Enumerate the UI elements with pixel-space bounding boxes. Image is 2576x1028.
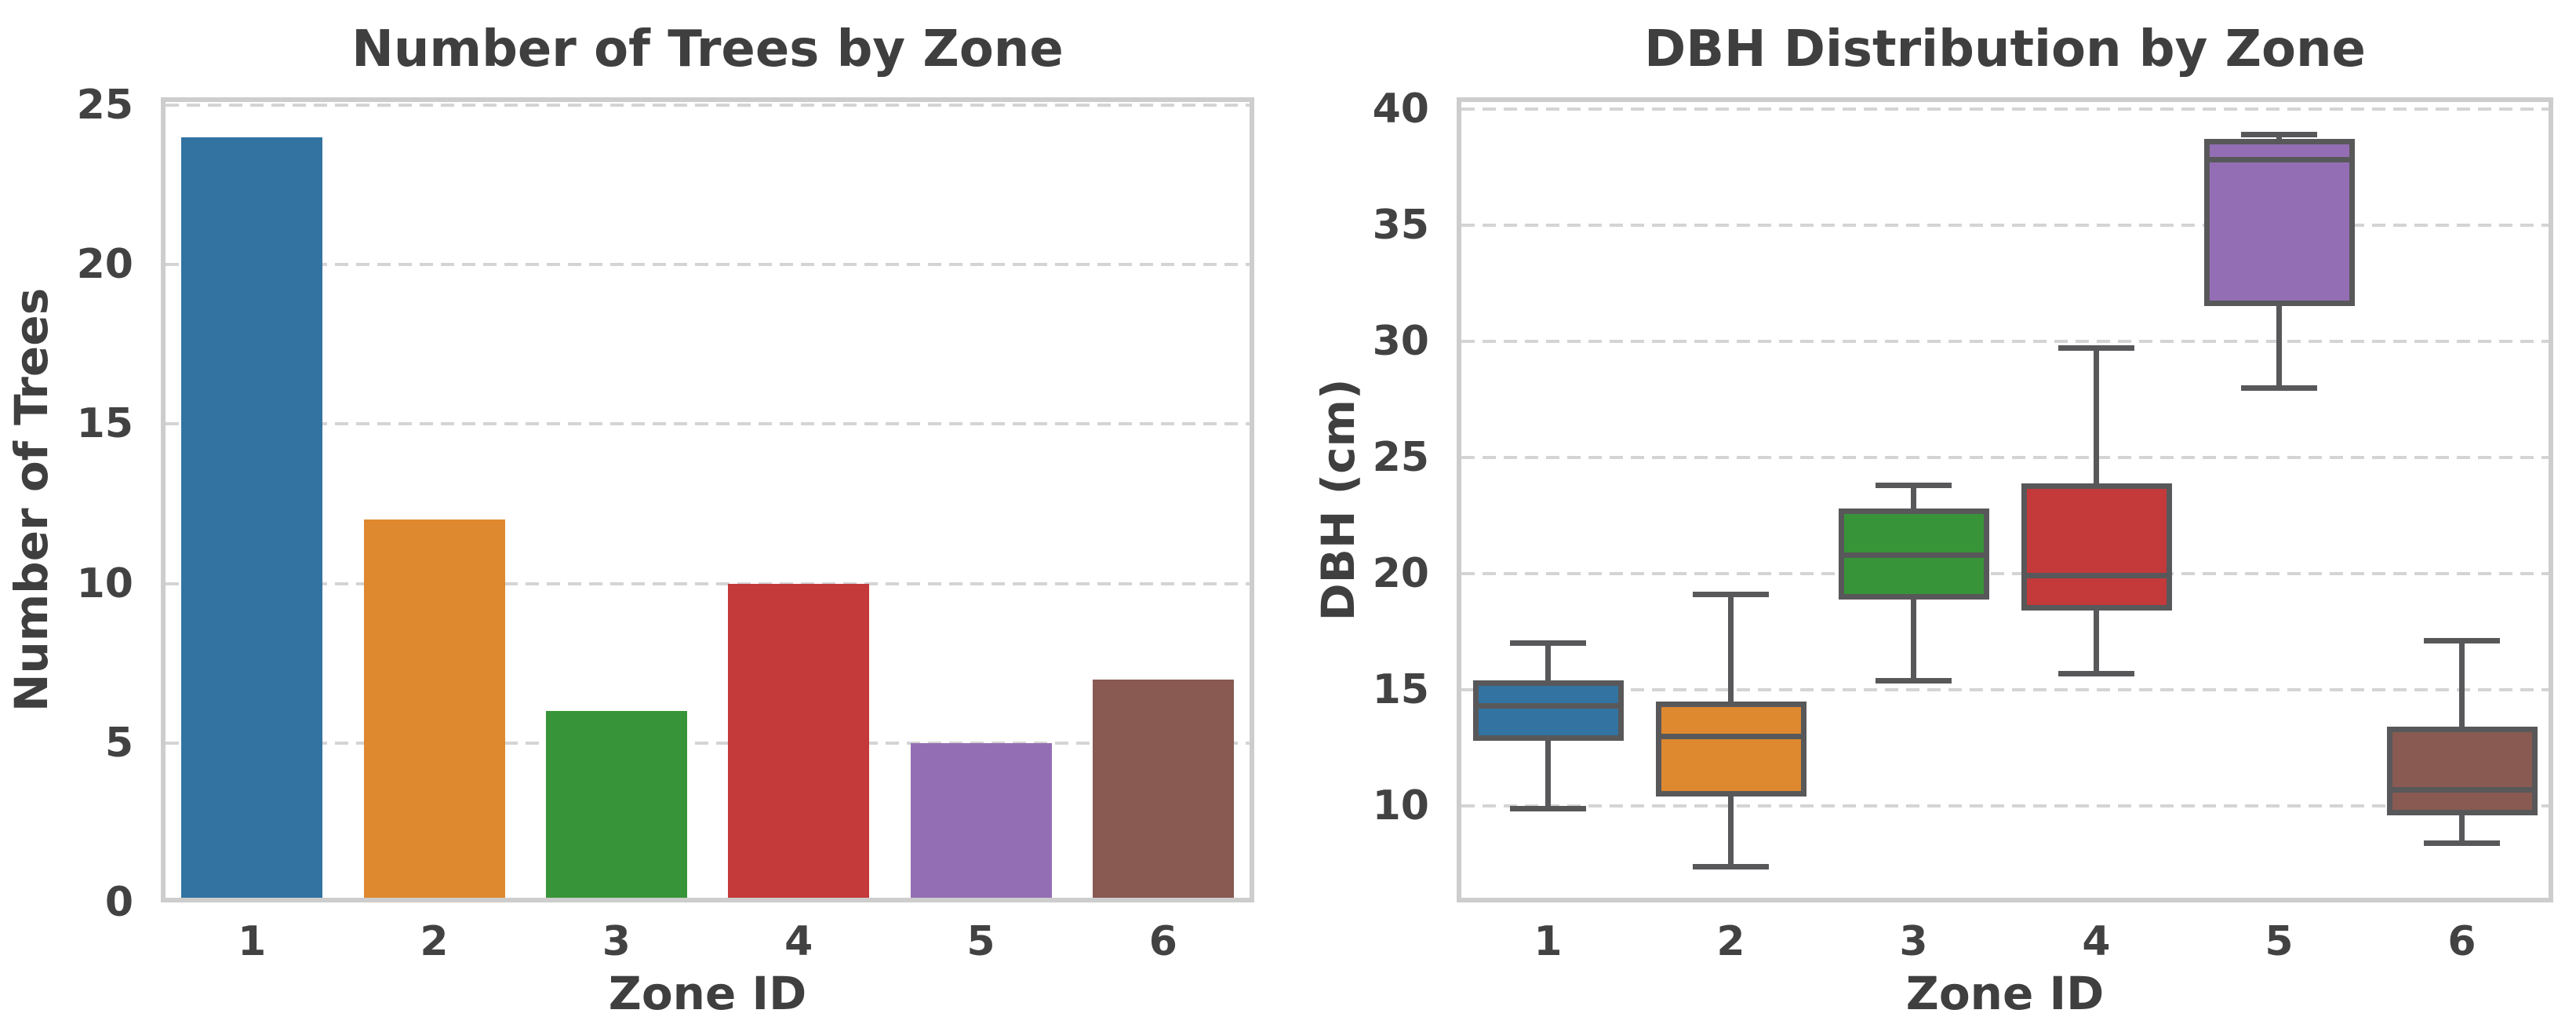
x-tick-label-2: 2 — [420, 918, 449, 965]
gridline-y-10 — [1461, 804, 2549, 808]
whisker-cap-upper-zone-3 — [1876, 482, 1952, 488]
gridline-y-25 — [1461, 455, 2549, 459]
y-tick-label-30: 30 — [1372, 317, 1429, 365]
x-tick-label-4: 4 — [784, 918, 813, 965]
x-tick-label-5: 5 — [2265, 918, 2294, 965]
whisker-upper-zone-1 — [1545, 643, 1551, 681]
whisker-lower-zone-5 — [2276, 306, 2282, 388]
bar-chart-title: Number of Trees by Zone — [351, 20, 1064, 78]
box-plot-area: 10 15 20 25 30 35 40 1 2 3 4 5 6 — [1373, 89, 2553, 964]
whisker-cap-lower-zone-4 — [2058, 670, 2134, 676]
x-tick-label-2: 2 — [1716, 918, 1745, 965]
bar-zone-3 — [545, 711, 687, 902]
box-zone-2 — [1655, 701, 1806, 797]
bar-zone-5 — [910, 742, 1052, 902]
y-tick-label-10: 10 — [76, 560, 133, 607]
median-line-zone-2 — [1655, 733, 1806, 739]
box-zone-5 — [2203, 139, 2355, 307]
x-tick-label-6: 6 — [2447, 918, 2476, 965]
gridline-y-15 — [166, 422, 1250, 426]
box-chart-x-axis-label: Zone ID — [1905, 967, 2105, 1020]
median-line-zone-1 — [1472, 703, 1624, 709]
whisker-lower-zone-3 — [1911, 599, 1916, 681]
gridline-y-30 — [1461, 339, 2549, 343]
box-zone-4 — [2021, 483, 2172, 611]
gridline-y-25 — [166, 104, 1250, 108]
whisker-lower-zone-2 — [1728, 797, 1734, 867]
x-tick-label-1: 1 — [238, 918, 267, 965]
x-tick-label-4: 4 — [2082, 918, 2111, 965]
bar-axes-frame — [161, 97, 1254, 902]
whisker-lower-zone-4 — [2094, 611, 2099, 674]
whisker-lower-zone-1 — [1545, 741, 1551, 809]
box-zone-6 — [2386, 727, 2538, 815]
y-tick-label-5: 5 — [104, 719, 133, 767]
y-tick-label-35: 35 — [1372, 201, 1429, 249]
whisker-cap-lower-zone-1 — [1510, 805, 1586, 811]
whisker-upper-zone-4 — [2094, 348, 2099, 483]
y-tick-label-0: 0 — [104, 879, 133, 926]
y-tick-label-25: 25 — [1372, 433, 1429, 481]
median-line-zone-4 — [2021, 573, 2172, 579]
median-line-zone-5 — [2203, 157, 2355, 163]
y-tick-label-40: 40 — [1372, 85, 1429, 133]
whisker-upper-zone-2 — [1728, 594, 1734, 702]
bar-zone-6 — [1092, 679, 1234, 902]
x-tick-label-3: 3 — [602, 918, 631, 965]
x-tick-label-3: 3 — [1899, 918, 1928, 965]
whisker-cap-lower-zone-6 — [2424, 840, 2500, 846]
bar-chart-x-axis-label: Zone ID — [608, 967, 807, 1020]
x-tick-label-5: 5 — [966, 918, 995, 965]
whisker-cap-upper-zone-2 — [1693, 592, 1769, 598]
y-tick-label-25: 25 — [76, 82, 133, 129]
gridline-y-35 — [1461, 223, 2549, 227]
whisker-cap-lower-zone-3 — [1876, 677, 1952, 684]
whisker-cap-upper-zone-1 — [1510, 640, 1586, 647]
y-tick-label-15: 15 — [1372, 666, 1429, 714]
whisker-cap-lower-zone-5 — [2241, 385, 2317, 391]
whisker-cap-upper-zone-6 — [2424, 638, 2500, 644]
bar-plot-area: 0 5 10 15 20 25 1 2 3 4 5 6 — [77, 85, 1254, 964]
whisker-upper-zone-3 — [1911, 485, 1916, 509]
bar-zone-1 — [181, 137, 323, 902]
x-tick-label-6: 6 — [1148, 918, 1177, 965]
whisker-upper-zone-6 — [2459, 640, 2465, 727]
bar-zone-2 — [363, 519, 505, 902]
median-line-zone-3 — [1838, 552, 1989, 558]
y-tick-label-10: 10 — [1372, 782, 1429, 830]
gridline-y-10 — [166, 581, 1250, 585]
gridline-y-5 — [166, 741, 1250, 745]
y-tick-label-20: 20 — [1372, 550, 1429, 597]
whisker-lower-zone-6 — [2459, 815, 2465, 844]
median-line-zone-6 — [2386, 786, 2538, 793]
bar-zone-4 — [728, 583, 870, 902]
gridline-y-15 — [1461, 688, 2549, 692]
gridline-y-40 — [1461, 107, 2549, 111]
box-chart-title: DBH Distribution by Zone — [1644, 20, 2366, 78]
gridline-y-20 — [166, 263, 1250, 267]
whisker-cap-upper-zone-4 — [2058, 345, 2134, 352]
bar-chart-y-axis-label: Number of Trees — [5, 287, 58, 713]
y-tick-label-15: 15 — [76, 400, 133, 448]
y-tick-label-20: 20 — [76, 241, 133, 289]
whisker-cap-upper-zone-5 — [2241, 131, 2317, 137]
gridline-y-20 — [1461, 572, 2549, 575]
box-zone-1 — [1472, 680, 1624, 742]
whisker-cap-lower-zone-2 — [1693, 863, 1769, 869]
x-tick-label-1: 1 — [1534, 918, 1563, 965]
